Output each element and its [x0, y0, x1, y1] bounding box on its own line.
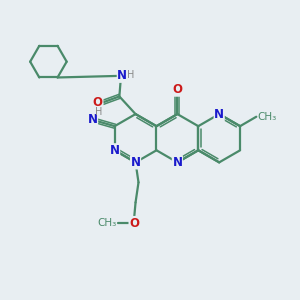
Text: H: H — [128, 70, 135, 80]
Text: O: O — [93, 96, 103, 109]
Text: N: N — [88, 113, 98, 126]
Text: O: O — [129, 217, 139, 230]
Text: N: N — [130, 156, 141, 169]
Text: N: N — [117, 69, 127, 82]
Text: N: N — [110, 144, 120, 157]
Text: O: O — [172, 83, 182, 96]
Text: N: N — [214, 108, 224, 121]
Text: N: N — [172, 156, 182, 169]
Text: CH₃: CH₃ — [258, 112, 277, 122]
Text: CH₃: CH₃ — [97, 218, 116, 228]
Text: H: H — [95, 107, 102, 117]
